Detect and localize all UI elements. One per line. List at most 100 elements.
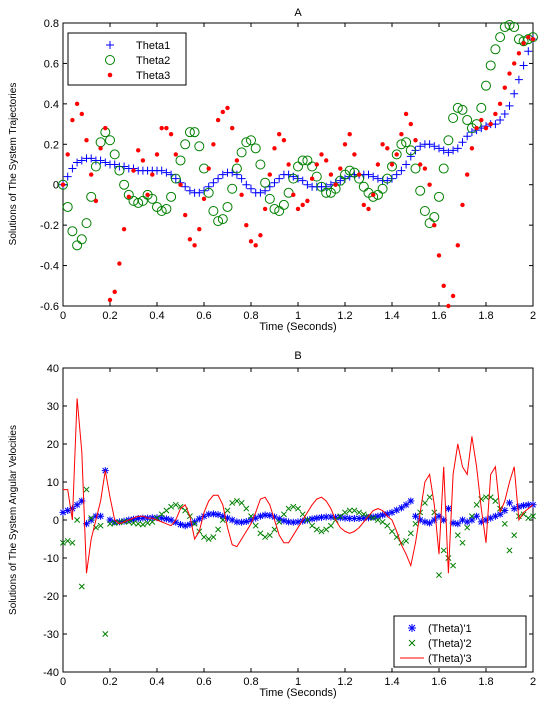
data-point — [247, 184, 255, 193]
data-point — [464, 524, 471, 531]
data-point — [255, 159, 266, 170]
data-point — [173, 152, 178, 157]
data-point — [351, 507, 358, 514]
data-point — [64, 537, 71, 544]
data-point — [77, 156, 86, 165]
data-point — [524, 47, 533, 56]
data-point — [175, 155, 186, 166]
data-point — [474, 125, 479, 131]
data-point — [444, 148, 453, 157]
data-point — [397, 504, 405, 512]
y-tick-label: -10 — [43, 553, 59, 565]
data-point — [280, 511, 287, 518]
data-point — [126, 194, 131, 200]
data-point — [184, 127, 195, 138]
data-point — [277, 131, 282, 137]
y-tick-label: 0.2 — [44, 139, 59, 151]
data-point — [163, 507, 170, 514]
x-tick-label: 1.8 — [478, 310, 493, 322]
data-point — [238, 499, 245, 506]
data-point — [117, 261, 122, 266]
data-point — [403, 111, 409, 117]
subplot-a: A Time (Seconds) Solutions of The System… — [8, 7, 538, 333]
data-point — [350, 514, 358, 522]
data-point — [227, 183, 238, 194]
x-tick-label: 1.6 — [431, 310, 446, 322]
data-point — [78, 583, 85, 590]
data-point — [319, 152, 324, 157]
data-point — [318, 528, 325, 535]
data-point — [215, 117, 221, 123]
subplot-a-series — [58, 20, 538, 309]
data-point — [426, 519, 434, 527]
data-point — [159, 125, 164, 131]
data-point — [134, 514, 142, 522]
series-line — [63, 398, 534, 574]
data-point — [86, 191, 97, 202]
data-point — [441, 283, 446, 288]
data-point — [460, 202, 465, 208]
subplot-a-legend: Theta1 Theta2 Theta3 — [67, 32, 187, 86]
data-point — [266, 532, 273, 539]
data-point — [162, 168, 171, 177]
data-point — [491, 512, 499, 520]
data-point — [62, 201, 73, 212]
data-point — [97, 512, 105, 520]
subplot-a-x-ticks: 0 0.2 0.4 0.6 0.8 1 1.2 1.4 1.6 1.8 2 — [60, 23, 536, 322]
data-point — [333, 182, 338, 187]
data-point — [525, 515, 532, 522]
data-point — [241, 137, 252, 148]
data-point — [97, 522, 104, 529]
data-point — [197, 226, 202, 232]
data-point — [313, 526, 320, 533]
data-point — [257, 530, 264, 537]
legend-entry-theta2: Theta2 — [136, 55, 170, 67]
data-point — [492, 498, 499, 504]
data-point — [313, 514, 321, 522]
data-point — [256, 188, 265, 197]
data-point — [201, 534, 207, 541]
data-point — [139, 514, 147, 522]
data-point — [98, 146, 103, 151]
data-point — [389, 528, 395, 535]
data-point — [346, 514, 354, 522]
data-point — [288, 173, 299, 184]
data-point — [410, 163, 421, 174]
data-point — [394, 152, 399, 157]
data-point — [416, 516, 424, 524]
data-point — [476, 102, 487, 113]
data-point — [299, 517, 307, 525]
data-point — [230, 125, 235, 131]
data-point — [209, 178, 218, 187]
data-point — [530, 513, 536, 520]
data-point — [164, 125, 169, 131]
x-tick-label: 0.8 — [243, 676, 258, 688]
data-point — [382, 173, 393, 184]
data-point — [271, 526, 278, 533]
data-point — [396, 139, 407, 150]
series-b-2 — [60, 486, 536, 637]
data-point — [225, 105, 230, 111]
data-point — [186, 521, 194, 529]
data-point — [462, 115, 473, 126]
data-point — [332, 513, 340, 521]
y-tick-label: -0.6 — [40, 301, 59, 313]
data-point — [67, 226, 78, 237]
data-point — [206, 166, 211, 171]
data-point — [58, 179, 68, 190]
legend-circle-marker — [105, 55, 115, 65]
data-point — [485, 60, 496, 71]
data-point — [448, 113, 459, 124]
data-point — [298, 176, 307, 185]
data-point — [244, 222, 249, 228]
data-point — [267, 172, 272, 177]
data-point — [93, 198, 99, 204]
data-point — [506, 499, 513, 507]
data-point — [483, 494, 489, 501]
data-point — [431, 509, 438, 516]
data-point — [275, 174, 284, 183]
data-point — [219, 517, 226, 523]
data-point — [421, 518, 429, 526]
data-point — [63, 172, 72, 181]
data-point — [214, 174, 223, 183]
